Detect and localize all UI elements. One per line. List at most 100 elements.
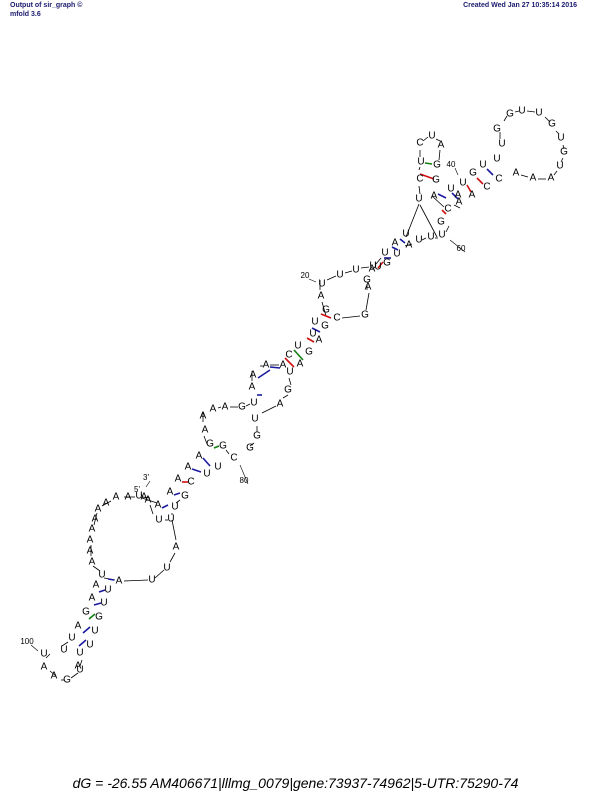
nucleotide-U: U xyxy=(417,157,424,168)
base-pair-bond xyxy=(98,589,106,593)
nucleotide-G: G xyxy=(284,385,292,396)
nucleotide-U: U xyxy=(518,106,525,117)
backbone-segment xyxy=(560,157,564,163)
nucleotide-C: C xyxy=(495,174,502,185)
label-tick xyxy=(145,480,151,488)
nucleotide-C: C xyxy=(230,453,237,464)
nucleotide-G: G xyxy=(548,119,556,130)
backbone-segment xyxy=(149,504,154,515)
nucleotide-A: A xyxy=(155,500,162,511)
nucleotide-A: A xyxy=(456,197,463,208)
nucleotide-G: G xyxy=(246,443,254,454)
label-tick xyxy=(30,644,39,652)
label-tick xyxy=(140,492,143,497)
nucleotide-A: A xyxy=(222,402,229,413)
backbone-segment xyxy=(404,243,413,247)
backbone-segment xyxy=(321,301,327,317)
nucleotide-U: U xyxy=(171,502,178,513)
nucleotide-U: U xyxy=(479,160,486,171)
backbone-segment xyxy=(418,166,421,171)
nucleotide-U: U xyxy=(402,229,409,240)
nucleotide-U: U xyxy=(381,248,388,259)
position-label-n40: 40 xyxy=(447,160,456,169)
nucleotide-A: A xyxy=(548,173,555,184)
backbone-segment xyxy=(520,174,529,178)
base-pair-lines xyxy=(78,162,494,647)
backbone-segment xyxy=(79,659,83,667)
label-tick xyxy=(449,239,466,253)
nucleotide-A: A xyxy=(167,487,174,498)
base-pair-bond xyxy=(269,366,281,369)
nucleotide-A: A xyxy=(89,593,96,604)
nucleotide-U: U xyxy=(60,645,67,656)
nucleotide-U: U xyxy=(100,598,107,609)
nucleotide-U: U xyxy=(76,665,83,676)
nucleotide-U: U xyxy=(86,640,93,651)
backbone-segment xyxy=(405,203,420,238)
backbone-segment xyxy=(93,512,98,526)
nucleotide-G: G xyxy=(95,612,103,623)
backbone-segment xyxy=(123,579,149,582)
nucleotide-A: A xyxy=(250,370,257,381)
base-pair-bond xyxy=(78,639,87,647)
nucleotide-U: U xyxy=(214,462,221,473)
nucleotide-A: A xyxy=(41,662,48,673)
position-label-n20: 20 xyxy=(301,271,310,280)
nucleotide-U: U xyxy=(493,154,500,165)
nucleotide-A: A xyxy=(365,282,372,293)
base-pair-bond xyxy=(391,246,399,251)
nucleotide-U: U xyxy=(318,279,325,290)
nucleotide-A: A xyxy=(469,190,476,201)
nucleotide-A: A xyxy=(196,451,203,462)
nucleotide-U: U xyxy=(98,570,105,581)
nucleotide-G: G xyxy=(433,160,441,171)
nucleotide-G: G xyxy=(181,491,189,502)
nucleotide-G: G xyxy=(219,441,227,452)
nucleotide-C: C xyxy=(444,204,451,215)
backbone-segment xyxy=(70,672,79,679)
backbone-segment xyxy=(92,565,101,572)
base-pair-bond xyxy=(476,177,484,185)
nucleotide-U: U xyxy=(438,230,445,241)
nucleotide-A: A xyxy=(316,335,323,346)
backbone-segment xyxy=(101,500,112,507)
backbone-segment xyxy=(45,653,51,659)
base-pair-bond xyxy=(320,313,332,319)
nucleotide-G: G xyxy=(253,431,261,442)
nucleotide-U: U xyxy=(352,265,359,276)
backbone-segment xyxy=(422,136,429,142)
backbone-segment xyxy=(421,237,427,241)
backbone-segment xyxy=(61,641,69,647)
backbone-segment xyxy=(217,406,222,409)
nucleotide-A: A xyxy=(173,542,180,553)
nucleotide-G: G xyxy=(82,607,90,618)
backbone-segment xyxy=(544,116,551,123)
backbone-segment xyxy=(141,496,151,499)
base-pair-bond xyxy=(293,349,304,361)
nucleotide-A: A xyxy=(530,173,537,184)
base-pair-bond xyxy=(486,168,494,176)
base-pair-bond xyxy=(257,369,271,379)
base-pair-bond xyxy=(93,602,102,606)
nucleotide-A: A xyxy=(263,360,270,371)
backbone-segment xyxy=(360,266,370,269)
free-energy-caption: dG = -26.55 AM406671|lllmg_0079|gene:739… xyxy=(72,775,519,791)
nucleotide-C: C xyxy=(187,477,194,488)
backbone-segment xyxy=(49,670,57,677)
nucleotide-U: U xyxy=(535,108,542,119)
nucleotide-U: U xyxy=(40,649,47,660)
nucleotide-A: A xyxy=(89,557,96,568)
nucleotide-A: A xyxy=(116,576,123,587)
base-pair-bond xyxy=(437,193,447,199)
backbone-segment xyxy=(435,138,441,142)
position-label-n60: 60 xyxy=(457,244,466,253)
nucleotide-G: G xyxy=(321,321,329,332)
nucleotide-A: A xyxy=(175,474,182,485)
nucleotide-U: U xyxy=(311,317,318,328)
backbone-segment xyxy=(562,144,565,150)
base-pair-bond xyxy=(161,504,169,509)
backbone-segment xyxy=(344,270,353,274)
label-tick xyxy=(308,278,317,283)
nucleotide-U: U xyxy=(428,131,435,142)
